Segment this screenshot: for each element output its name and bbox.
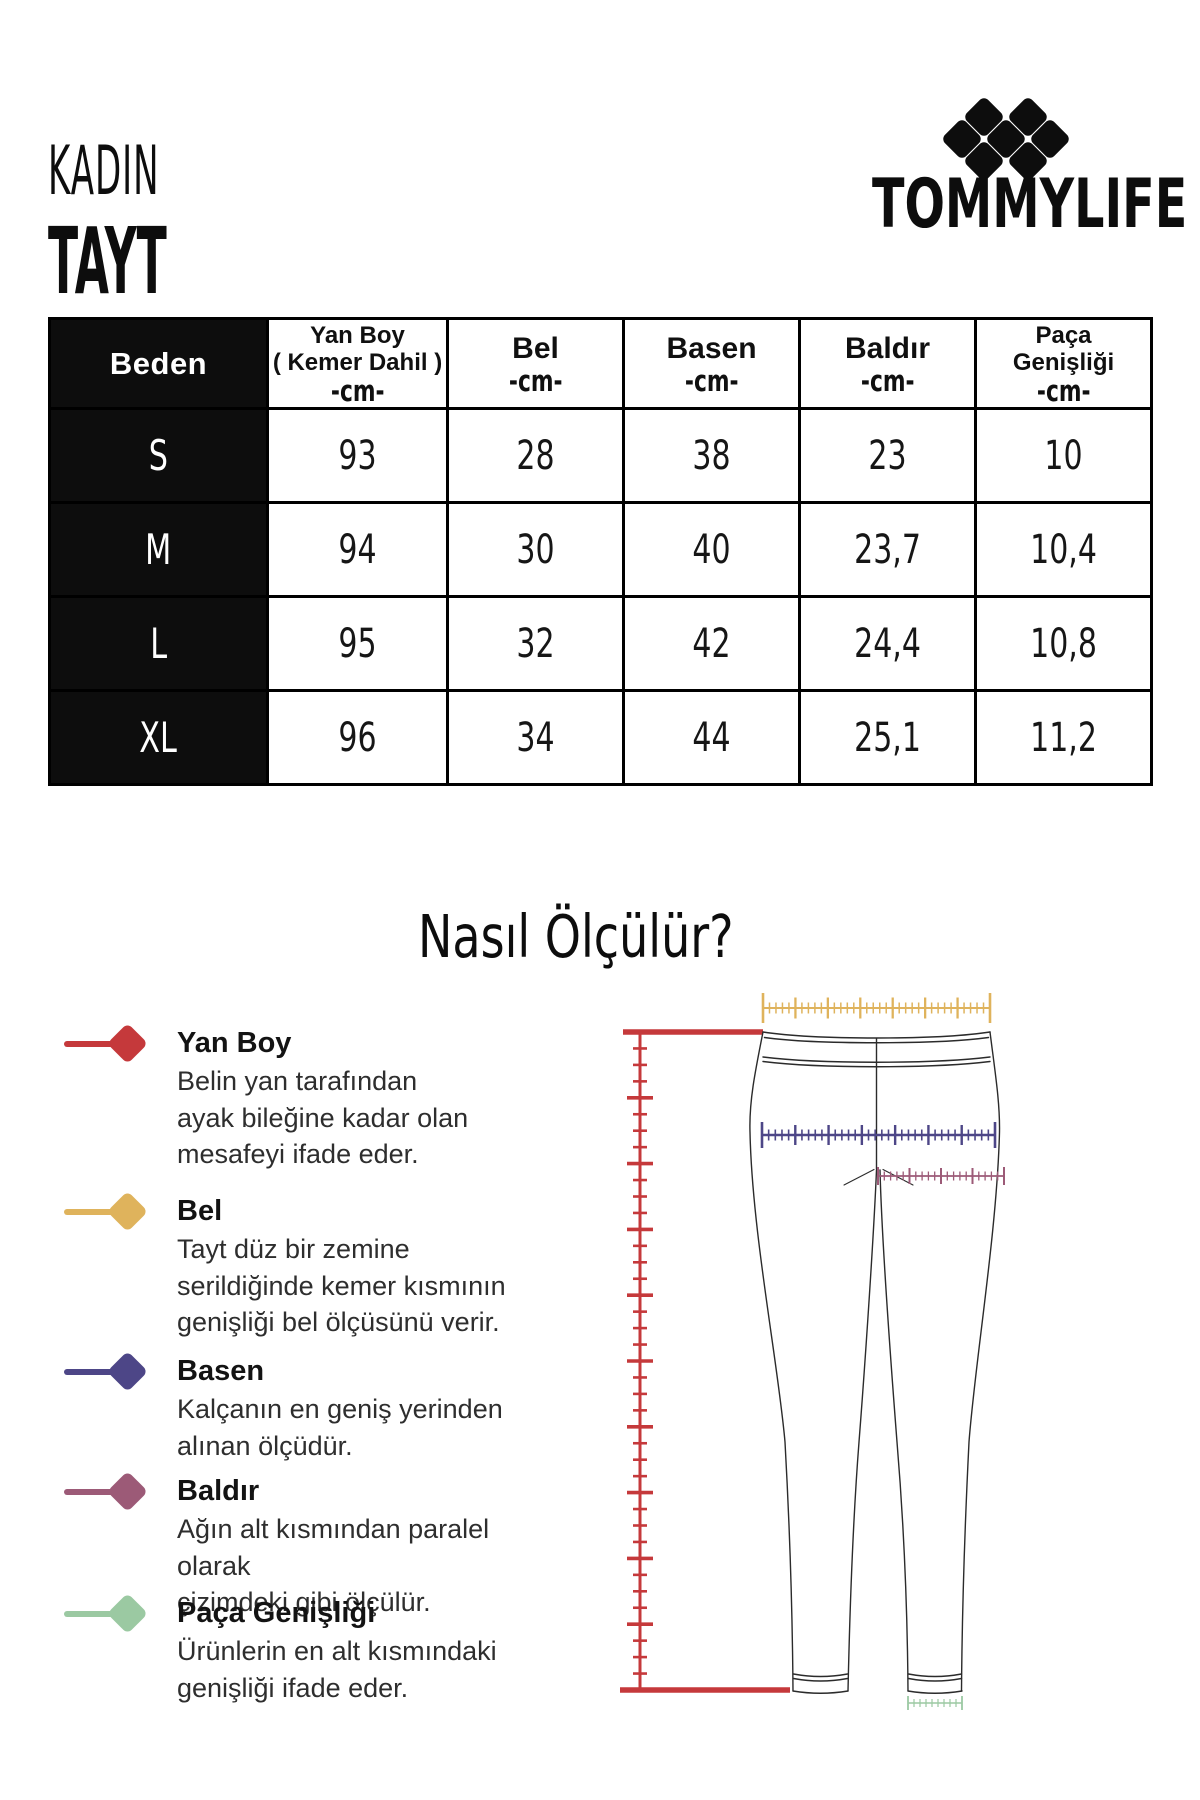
paca-diamond-marker-icon [60, 1592, 156, 1635]
value-cell: 96 [338, 714, 377, 761]
value-cell: 10 [1044, 432, 1083, 479]
basen-ruler [760, 1122, 997, 1148]
product-label: TAYT [48, 208, 167, 315]
value-cell: 40 [692, 526, 731, 573]
legend-term: Yan Boy [177, 1027, 292, 1059]
value-cell: 10,4 [1030, 526, 1097, 573]
bel-ruler [761, 993, 992, 1023]
header-cell-bel: Bel -cm- [446, 317, 625, 410]
legend-description-line: Tayt düz bir zemine [177, 1234, 410, 1264]
how-to-measure-title: Nasıl Ölçülür? [418, 902, 734, 971]
value-cell: 34 [516, 714, 555, 761]
brand-wordmark: TOMMYLIFE [872, 165, 1188, 244]
legend-description-line: Kalçanın en geniş yerinden [177, 1394, 503, 1424]
paca-genisligi-ruler [907, 1696, 963, 1710]
size-label: M [145, 525, 172, 574]
legend-term: Baldır [177, 1475, 260, 1507]
legend-description-line: mesafeyi ifade eder. [177, 1139, 419, 1169]
basen-diamond-marker-icon [60, 1350, 156, 1393]
value-cell: 25,1 [854, 714, 921, 761]
legend-term: Paça Genişliği [177, 1597, 376, 1629]
legend-item-yan-boy: Yan Boy Belin yan tarafından ayak bileği… [60, 1022, 546, 1173]
value-cell: 38 [692, 432, 731, 479]
size-row-l: L 95 32 42 24,4 10,8 [48, 595, 1153, 692]
header-cell-paca-genisligi: Paça Genişliği -cm- [974, 317, 1153, 410]
size-label: S [148, 431, 169, 480]
value-cell: 95 [338, 620, 377, 667]
size-table: Beden Yan Boy ( Kemer Dahil ) -cm- Bel -… [48, 317, 1153, 786]
legend-description-line: Ağın alt kısmından paralel olarak [177, 1514, 490, 1581]
legend-item-paca-genisligi: Paça Genişliği Ürünlerin en alt kısmında… [60, 1592, 546, 1706]
size-row-s: S 93 28 38 23 10 [48, 407, 1153, 504]
value-cell: 42 [692, 620, 731, 667]
crotch-whisker [882, 1168, 914, 1186]
header-cell-basen: Basen -cm- [622, 317, 801, 410]
legend-description-line: serildiğinde kemer kısmının [177, 1270, 506, 1301]
value-cell: 44 [692, 714, 731, 761]
size-table-header-row: Beden Yan Boy ( Kemer Dahil ) -cm- Bel -… [48, 317, 1153, 410]
legend-description-line: Belin yan tarafından [177, 1066, 418, 1096]
legend-item-basen: Basen Kalçanın en geniş yerinden alınan … [60, 1350, 546, 1464]
brand-logo-diamonds-icon [943, 98, 1069, 180]
value-cell: 28 [516, 432, 555, 479]
legend-description-line: alınan ölçüdür. [177, 1430, 353, 1461]
header-cell-beden: Beden [48, 317, 269, 410]
size-row-m: M 94 30 40 23,7 10,4 [48, 501, 1153, 598]
value-cell: 30 [516, 526, 555, 573]
value-cell: 11,2 [1030, 714, 1097, 761]
yan-boy-diamond-marker-icon [60, 1022, 156, 1065]
legend-description-line: genişliği bel ölçüsünü verir. [177, 1307, 500, 1337]
value-cell: 10,8 [1030, 620, 1097, 667]
value-cell: 32 [516, 620, 555, 667]
header-cell-yan-boy: Yan Boy ( Kemer Dahil ) -cm- [266, 317, 449, 410]
size-label: XL [139, 713, 178, 762]
crotch-whisker [843, 1168, 875, 1186]
legend-term: Bel [177, 1195, 223, 1227]
yan-boy-ruler [627, 1032, 653, 1690]
header-cell-baldir: Baldır -cm- [798, 317, 977, 410]
size-row-xl: XL 96 34 44 25,1 11,2 [48, 689, 1153, 786]
legend-description-line: genişliği ifade eder. [177, 1672, 409, 1703]
size-label: L [150, 619, 167, 668]
legend-description-line: Ürünlerin en alt kısmındaki [177, 1636, 497, 1666]
legend-item-baldir: Baldır Ağın alt kısmından paralel olarak… [60, 1470, 546, 1621]
legend-description-line: çizimdeki gibi ölçülür. [177, 1587, 431, 1617]
leggings-outline [749, 1031, 1001, 1694]
value-cell: 23,7 [854, 526, 921, 573]
bel-diamond-marker-icon [60, 1190, 156, 1233]
value-cell: 24,4 [854, 620, 921, 667]
category-label: KADIN [48, 132, 160, 211]
baldir-diamond-marker-icon [60, 1470, 156, 1513]
value-cell: 93 [338, 432, 377, 479]
legend-term: Basen [177, 1355, 265, 1387]
value-cell: 94 [338, 526, 377, 573]
legend-description-line: ayak bileğine kadar olan [177, 1102, 469, 1133]
legend-item-bel: Bel Tayt düz bir zemine serildiğinde kem… [60, 1190, 546, 1341]
value-cell: 23 [868, 432, 907, 479]
leggings-technical-drawing [620, 993, 1005, 1710]
baldir-ruler [877, 1167, 1005, 1185]
